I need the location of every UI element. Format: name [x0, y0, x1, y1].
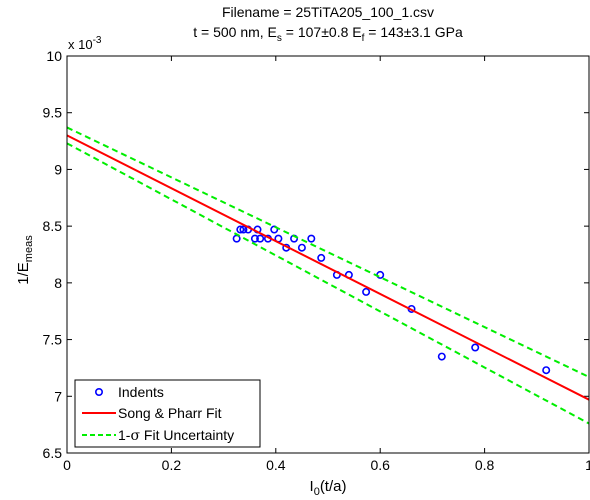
y-tick-label: 8.5 [43, 218, 63, 234]
x-tick-label: 0 [63, 457, 71, 473]
x-tick-label: 0.4 [266, 457, 286, 473]
legend-label-fit: Song & Pharr Fit [118, 405, 222, 421]
y-tick-label: 10 [46, 48, 62, 64]
x-tick-label: 0.2 [162, 457, 182, 473]
y-tick-label: 9 [54, 161, 62, 177]
y-axis-multiplier: x 10-3 [68, 35, 102, 52]
plot-area [66, 126, 590, 425]
indent-point [297, 243, 306, 252]
y-tick-label: 7 [54, 388, 62, 404]
indent-point [437, 352, 446, 361]
chart-title-line1: Filename = 25TiTA205_100_1.csv [222, 4, 434, 20]
legend-label-indents: Indents [118, 384, 164, 400]
plot-frame [66, 55, 590, 454]
indent-point [236, 225, 245, 234]
indent-point [542, 366, 551, 375]
chart-title-line2: t = 500 nm, Es = 107±0.8 Ef = 143±3.1 GP… [193, 24, 463, 44]
x-tick-label: 1 [585, 457, 590, 473]
x-tick-label: 0.6 [370, 457, 390, 473]
y-tick-label: 7.5 [43, 332, 63, 348]
uncertainty-line [66, 126, 590, 378]
legend-label-uncertainty: 1-σ Fit Uncertainty [118, 427, 234, 444]
indent-point [239, 225, 248, 234]
x-tick-label: 0.8 [475, 457, 495, 473]
indent-point [471, 343, 480, 352]
axis-ticks: 0 0.2 0.4 0.6 0.8 1 6.5 7 7.5 8 8.5 9 9.5 10 [43, 48, 590, 473]
x-axis-label: I0(t/a) [310, 478, 347, 498]
legend: Indents Song & Pharr Fit 1-σ Fit Uncerta… [74, 379, 261, 448]
uncertainty-line [66, 142, 590, 425]
indent-point [256, 234, 265, 243]
legend-marker-indents [95, 387, 104, 396]
indent-point [250, 234, 259, 243]
indent-point [307, 234, 316, 243]
indent-point [362, 287, 371, 296]
y-axis-label: 1/Emeas [15, 235, 35, 285]
fit-line [66, 134, 590, 401]
indent-point [270, 225, 279, 234]
indent-point [317, 253, 326, 262]
y-tick-label: 8 [54, 275, 62, 291]
y-tick-label: 6.5 [43, 445, 63, 461]
y-tick-label: 9.5 [43, 105, 63, 121]
